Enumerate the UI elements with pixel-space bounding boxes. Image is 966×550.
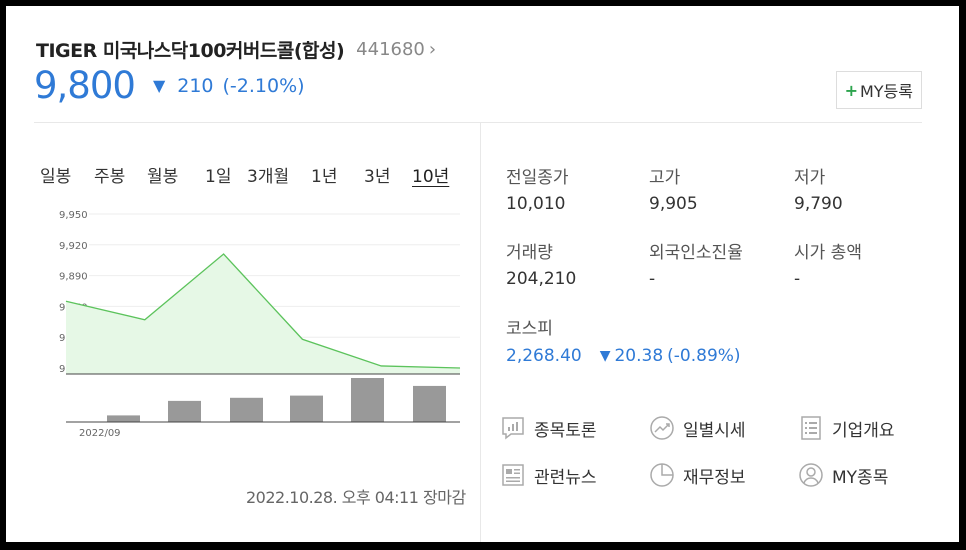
list-doc-icon [801,416,821,440]
my-register-button[interactable]: + MY등록 [835,71,922,109]
volume-bar [107,415,140,422]
link-daily-price-label: 일별시세 [683,420,746,441]
link-daily-price[interactable]: 일별시세 [649,415,746,441]
stat-market-cap-value: - [794,269,801,289]
down-triangle-icon: ▼ [152,76,166,95]
plus-icon: + [844,80,858,100]
volume-bar [230,397,263,422]
stock-name[interactable]: TIGER 미국나스닥100커버드콜(합성) [36,40,345,62]
link-financial-info[interactable]: 재무정보 [649,462,746,488]
stat-prev-close-label: 전일종가 [506,168,569,188]
stat-low: 저가 9,790 [794,163,843,214]
down-triangle-icon: ▼ [599,348,611,364]
price-line [65,253,461,369]
stat-high-label: 고가 [649,168,681,188]
price-change-pct: (-2.10%) [222,74,305,97]
stat-foreign-label: 외국인소진율 [649,243,743,263]
stat-volume: 거래량 204,210 [506,238,576,289]
kospi-change: 20.38 [614,346,664,366]
y-tick-label: 9,950 [59,210,88,221]
stat-market-cap: 시가 총액 - [794,238,862,289]
chat-chart-icon [502,417,524,440]
stat-kospi-label[interactable]: 코스피 [506,319,553,339]
x-start-label: 2022/09 [79,428,121,439]
stat-market-cap-label: 시가 총액 [794,243,862,263]
link-financial-info-label: 재무정보 [683,467,746,488]
link-discussion-label: 종목토론 [534,420,597,441]
stat-volume-value: 204,210 [506,269,577,289]
news-icon [502,464,524,486]
user-icon [799,463,823,487]
price-area [66,254,460,374]
volume-bar [413,385,446,422]
tab-1day[interactable]: 1일 [205,167,232,187]
tab-monthly[interactable]: 월봉 [147,167,179,187]
stat-volume-label: 거래량 [506,243,553,263]
tab-10years[interactable]: 10년 [412,167,450,187]
stat-prev-close: 전일종가 10,010 [506,163,569,214]
tab-1year[interactable]: 1년 [311,167,338,187]
y-tick-label: 9,920 [59,241,88,252]
stock-summary-card: TIGER 미국나스닥100커버드콜(합성) 441680 › 9,800 ▼ … [6,6,959,542]
tab-daily[interactable]: 일봉 [40,167,72,187]
trend-circle-icon [650,416,674,440]
link-my-stocks[interactable]: MY종목 [798,462,888,488]
kospi-value-row: 2,268.40 ▼ 20.38 (-0.89%) [506,346,741,366]
link-company-overview[interactable]: 기업개요 [798,415,895,441]
price-row: 9,800 ▼ 210 (-2.10%) [34,64,305,107]
stat-foreign: 외국인소진율 - [649,238,743,289]
divider-vertical [480,123,481,542]
volume-bar [351,378,384,422]
link-company-overview-label: 기업개요 [832,420,895,441]
link-related-news-label: 관련뉴스 [534,467,597,488]
stat-foreign-value: - [649,269,656,289]
y-tick-label: 9,890 [59,272,88,283]
stat-kospi[interactable]: 코스피 [506,314,553,339]
chevron-right-icon[interactable]: › [428,39,437,60]
divider-horizontal [34,122,922,123]
stat-low-value: 9,790 [794,194,843,214]
link-related-news[interactable]: 관련뉴스 [500,462,597,488]
stock-code[interactable]: 441680 [356,39,425,60]
pie-chart-icon [650,463,674,487]
volume-bar [290,395,323,422]
price-change: 210 [177,74,214,97]
tab-3months[interactable]: 3개월 [247,167,290,187]
stat-low-label: 저가 [794,168,826,188]
link-my-stocks-label: MY종목 [832,467,889,488]
link-discussion[interactable]: 종목토론 [500,415,597,441]
market-close-timestamp: 2022.10.28. 오후 04:11 장마감 [246,488,466,507]
stat-high-value: 9,905 [649,194,698,214]
kospi-value: 2,268.40 [506,346,582,366]
kospi-change-pct: (-0.89%) [667,346,741,366]
tab-3years[interactable]: 3년 [364,167,391,187]
tab-weekly[interactable]: 주봉 [94,167,126,187]
my-register-label: MY등록 [859,82,913,101]
current-price: 9,800 [34,64,136,107]
stat-high: 고가 9,905 [649,163,698,214]
title-row: TIGER 미국나스닥100커버드콜(합성) 441680 › [36,36,436,63]
volume-bar [168,400,201,422]
stat-prev-close-value: 10,010 [506,194,566,214]
